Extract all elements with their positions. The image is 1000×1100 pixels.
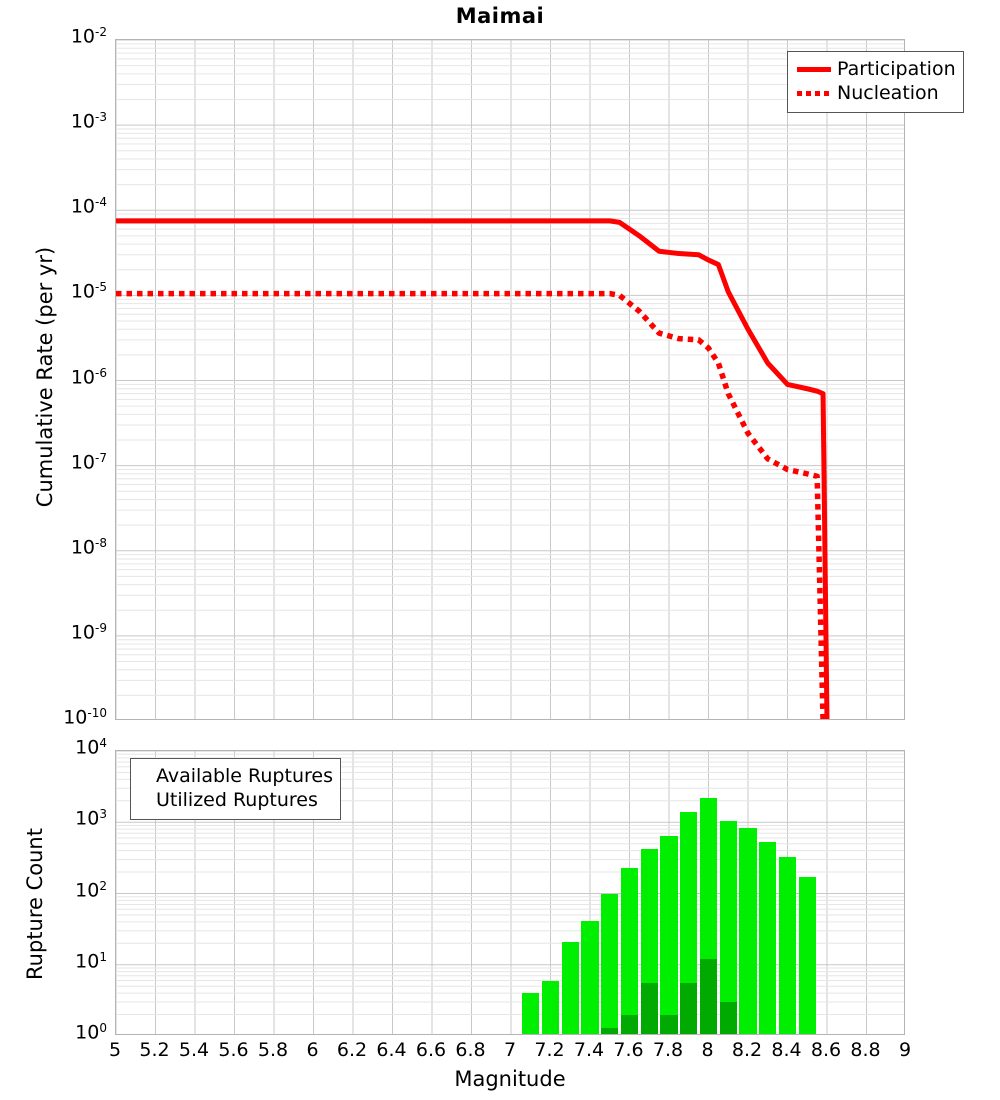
legend-item-nucleation[interactable]: Nucleation — [795, 81, 956, 105]
x-tick: 7 — [503, 1039, 517, 1061]
x-tick: 5.8 — [257, 1039, 289, 1061]
bar-available — [620, 867, 639, 1034]
legend-item-available-ruptures[interactable]: Available Ruptures — [138, 764, 333, 788]
bar-available — [581, 921, 599, 1034]
x-tick: 7.6 — [613, 1039, 644, 1061]
bar-utilized — [660, 1014, 678, 1034]
bar-available — [601, 894, 619, 1034]
bar-available — [739, 827, 757, 1034]
x-tick: 8.2 — [731, 1039, 763, 1061]
y-tick-top: 10-3 — [70, 110, 107, 133]
y-tick-top: 10-5 — [70, 280, 107, 303]
page-title: Maimai — [455, 4, 545, 28]
x-tick: 8.8 — [850, 1039, 881, 1061]
y-tick-bottom: 104 — [75, 736, 107, 759]
x-tick: 6.2 — [336, 1039, 368, 1061]
bar-available — [778, 856, 797, 1034]
legend-top: Participation Nucleation — [787, 51, 964, 113]
legend-item-participation[interactable]: Participation — [795, 57, 956, 81]
x-tick: 8.4 — [771, 1039, 802, 1061]
legend-label-nucleation: Nucleation — [837, 82, 939, 105]
y-tick-bottom: 102 — [75, 878, 107, 901]
bar-available — [759, 842, 777, 1034]
x-tick: 5 — [108, 1039, 122, 1061]
x-tick: 8 — [701, 1039, 714, 1061]
x-tick: 9 — [898, 1039, 912, 1061]
solid-line-icon — [795, 61, 833, 77]
x-tick: 6.4 — [376, 1039, 407, 1061]
y-tick-top: 10-7 — [70, 450, 107, 473]
rupture-count-plot — [115, 750, 905, 1035]
histogram-bars — [116, 751, 904, 1034]
bar-available — [798, 877, 816, 1034]
x-tick: 7.2 — [534, 1039, 565, 1061]
x-tick: 7.4 — [573, 1039, 605, 1061]
y-tick-top: 10-2 — [70, 25, 107, 48]
legend-item-utilized-ruptures[interactable]: Utilized Ruptures — [138, 788, 333, 812]
y-tick-bottom: 100 — [75, 1021, 107, 1044]
bar-utilized — [620, 1014, 639, 1034]
x-tick: 6 — [306, 1039, 319, 1061]
bar-utilized — [719, 1002, 737, 1034]
y-tick-top: 10-6 — [70, 365, 107, 388]
x-tick: 7.8 — [652, 1039, 684, 1061]
x-tick: 6.6 — [415, 1039, 447, 1061]
cumulative-rate-plot — [115, 39, 905, 720]
legend-label-participation: Participation — [837, 58, 956, 80]
bar-available — [719, 820, 737, 1034]
y-tick-top: 10-10 — [63, 706, 107, 729]
utilized-swatch-icon — [138, 792, 151, 808]
available-swatch-icon — [138, 768, 151, 784]
bar-available — [561, 941, 579, 1034]
legend-label-available: Available Ruptures — [156, 765, 333, 787]
grid-top — [116, 40, 904, 719]
y-tick-top: 10-4 — [70, 195, 107, 218]
x-axis-label: Magnitude — [454, 1067, 566, 1091]
bar-available — [541, 980, 560, 1034]
x-tick: 6.8 — [455, 1039, 486, 1061]
legend-bottom: Available Ruptures Utilized Ruptures — [130, 758, 341, 820]
bar-available — [680, 811, 698, 1034]
x-tick: 5.2 — [139, 1039, 170, 1061]
legend-label-utilized: Utilized Ruptures — [156, 789, 318, 812]
bar-available — [660, 836, 678, 1034]
y-axis-label-bottom: Rupture Count — [23, 828, 47, 980]
x-tick: 5.6 — [218, 1039, 249, 1061]
bar-utilized — [680, 983, 698, 1034]
x-tick: 8.6 — [810, 1039, 842, 1061]
x-tick: 5.4 — [178, 1039, 210, 1061]
bar-available — [522, 993, 540, 1034]
y-tick-bottom: 103 — [75, 807, 107, 830]
bar-utilized — [699, 959, 718, 1034]
bar-utilized — [601, 1027, 619, 1034]
rate-curves — [116, 218, 830, 719]
dotted-line-icon — [795, 85, 833, 101]
y-tick-bottom: 101 — [75, 949, 107, 973]
y-tick-top: 10-9 — [70, 620, 107, 644]
bar-utilized — [640, 983, 658, 1034]
y-tick-top: 10-8 — [70, 535, 107, 559]
